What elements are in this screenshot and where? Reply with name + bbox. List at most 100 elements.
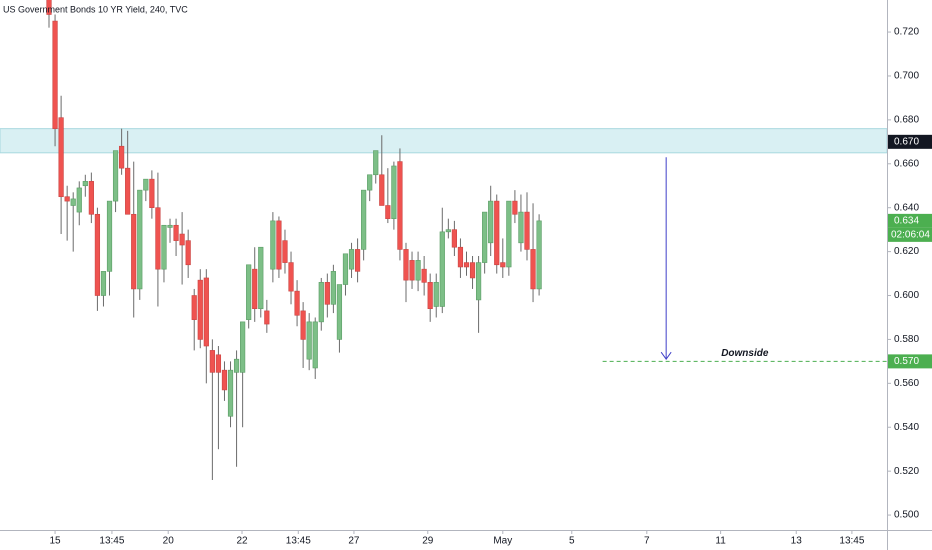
candle-body	[385, 205, 391, 219]
x-tick-label: 13	[791, 536, 803, 547]
candle-body	[318, 282, 324, 323]
candle-body	[409, 260, 415, 281]
y-tick-label: 0.680	[894, 115, 919, 126]
candle-body	[500, 262, 506, 268]
candle-body	[264, 310, 270, 325]
y-tick-label: 0.660	[894, 158, 919, 169]
x-tick-label: 22	[236, 536, 248, 547]
candle-body	[288, 262, 294, 292]
candle-body	[518, 211, 524, 244]
y-tick-label: 0.580	[894, 334, 919, 345]
arrow-head	[660, 351, 672, 361]
y-tick-label: 0.620	[894, 246, 919, 257]
target-tag-bg	[888, 354, 932, 369]
candle-body	[88, 181, 94, 215]
candle-body	[143, 178, 149, 191]
candle-body	[524, 211, 530, 250]
candle-body	[106, 200, 113, 272]
candle-body	[451, 229, 457, 248]
y-tick-label: 0.540	[894, 422, 919, 433]
y-tick-label: 0.560	[894, 378, 919, 389]
y-tick-label: 0.720	[894, 27, 919, 38]
candle-body	[342, 253, 349, 285]
candle-body	[149, 178, 155, 208]
x-tick-label: 5	[569, 536, 575, 547]
candle-body	[155, 207, 161, 270]
candle-body	[415, 260, 421, 281]
candle-body	[276, 220, 282, 270]
candle-body	[240, 321, 246, 373]
x-tick-label: 11	[715, 536, 726, 547]
candle-body	[76, 187, 82, 213]
y-tick-label: 0.500	[894, 510, 919, 521]
candle-body	[203, 277, 209, 347]
candle-body	[252, 268, 258, 309]
candle-body	[494, 200, 500, 266]
y-tick-label: 0.600	[894, 290, 919, 301]
x-tick-label: 20	[163, 536, 175, 547]
candle-body	[167, 224, 173, 228]
candle-body	[161, 224, 167, 270]
resistance-zone	[0, 128, 888, 154]
candle-body	[348, 249, 355, 270]
candle-body	[233, 358, 240, 373]
candle-body	[246, 264, 252, 320]
zone-tag: 0.670	[894, 136, 919, 147]
candle-body	[433, 282, 439, 307]
candle-body	[463, 262, 470, 268]
candle-body	[506, 200, 512, 268]
candle-body	[512, 200, 518, 215]
candle-body	[397, 161, 403, 250]
candle-body	[421, 268, 427, 283]
candle-body	[52, 20, 58, 129]
y-tick-label: 0.700	[894, 71, 919, 82]
candle-body	[403, 249, 409, 281]
candle-body	[306, 321, 312, 360]
candle-body	[70, 198, 76, 206]
candle-body	[46, 0, 52, 15]
candle-body	[536, 220, 542, 290]
countdown: 02:06:04	[891, 230, 930, 241]
chart-title: US Government Bonds 10 YR Yield, 240, TV…	[3, 4, 188, 14]
candle-body	[373, 150, 379, 176]
x-tick-label: 7	[644, 536, 650, 547]
candle-body	[100, 271, 107, 296]
x-tick-label: 15	[49, 536, 61, 547]
candle-body	[379, 174, 385, 206]
candle-body	[427, 282, 433, 309]
candle-body	[270, 220, 276, 270]
candle-body	[330, 271, 336, 305]
x-tick-label: 13:45	[99, 536, 124, 547]
target-tag: 0.570	[894, 356, 919, 367]
candle-body	[112, 150, 119, 202]
candle-body	[227, 369, 234, 417]
candle-body	[469, 262, 476, 279]
last-price-tag: 0.634	[894, 216, 919, 227]
x-tick-label: 27	[348, 536, 360, 547]
candle-body	[137, 189, 143, 290]
last-price-tag-bg	[888, 213, 932, 228]
candle-body	[179, 233, 185, 246]
candle-body	[312, 321, 318, 369]
candle-body	[191, 295, 197, 320]
candle-body	[173, 224, 179, 241]
x-tick-label: 29	[422, 536, 434, 547]
candle-body	[475, 262, 482, 301]
candle-body	[119, 145, 125, 169]
x-tick-label: 13:45	[286, 536, 311, 547]
candle-body	[361, 189, 367, 250]
x-tick-label: 13:45	[839, 536, 864, 547]
candle-body	[391, 165, 397, 219]
candle-body	[530, 249, 536, 290]
target-text: Downside	[721, 348, 769, 359]
candle-body	[82, 181, 88, 187]
candle-body	[354, 249, 361, 272]
candle-body	[258, 246, 264, 309]
x-tick-label: May	[493, 536, 512, 547]
candle-body	[367, 174, 373, 191]
candle-body	[58, 117, 64, 198]
y-tick-label: 0.640	[894, 202, 919, 213]
candle-body	[294, 290, 300, 316]
zone-tag-bg	[888, 134, 932, 149]
